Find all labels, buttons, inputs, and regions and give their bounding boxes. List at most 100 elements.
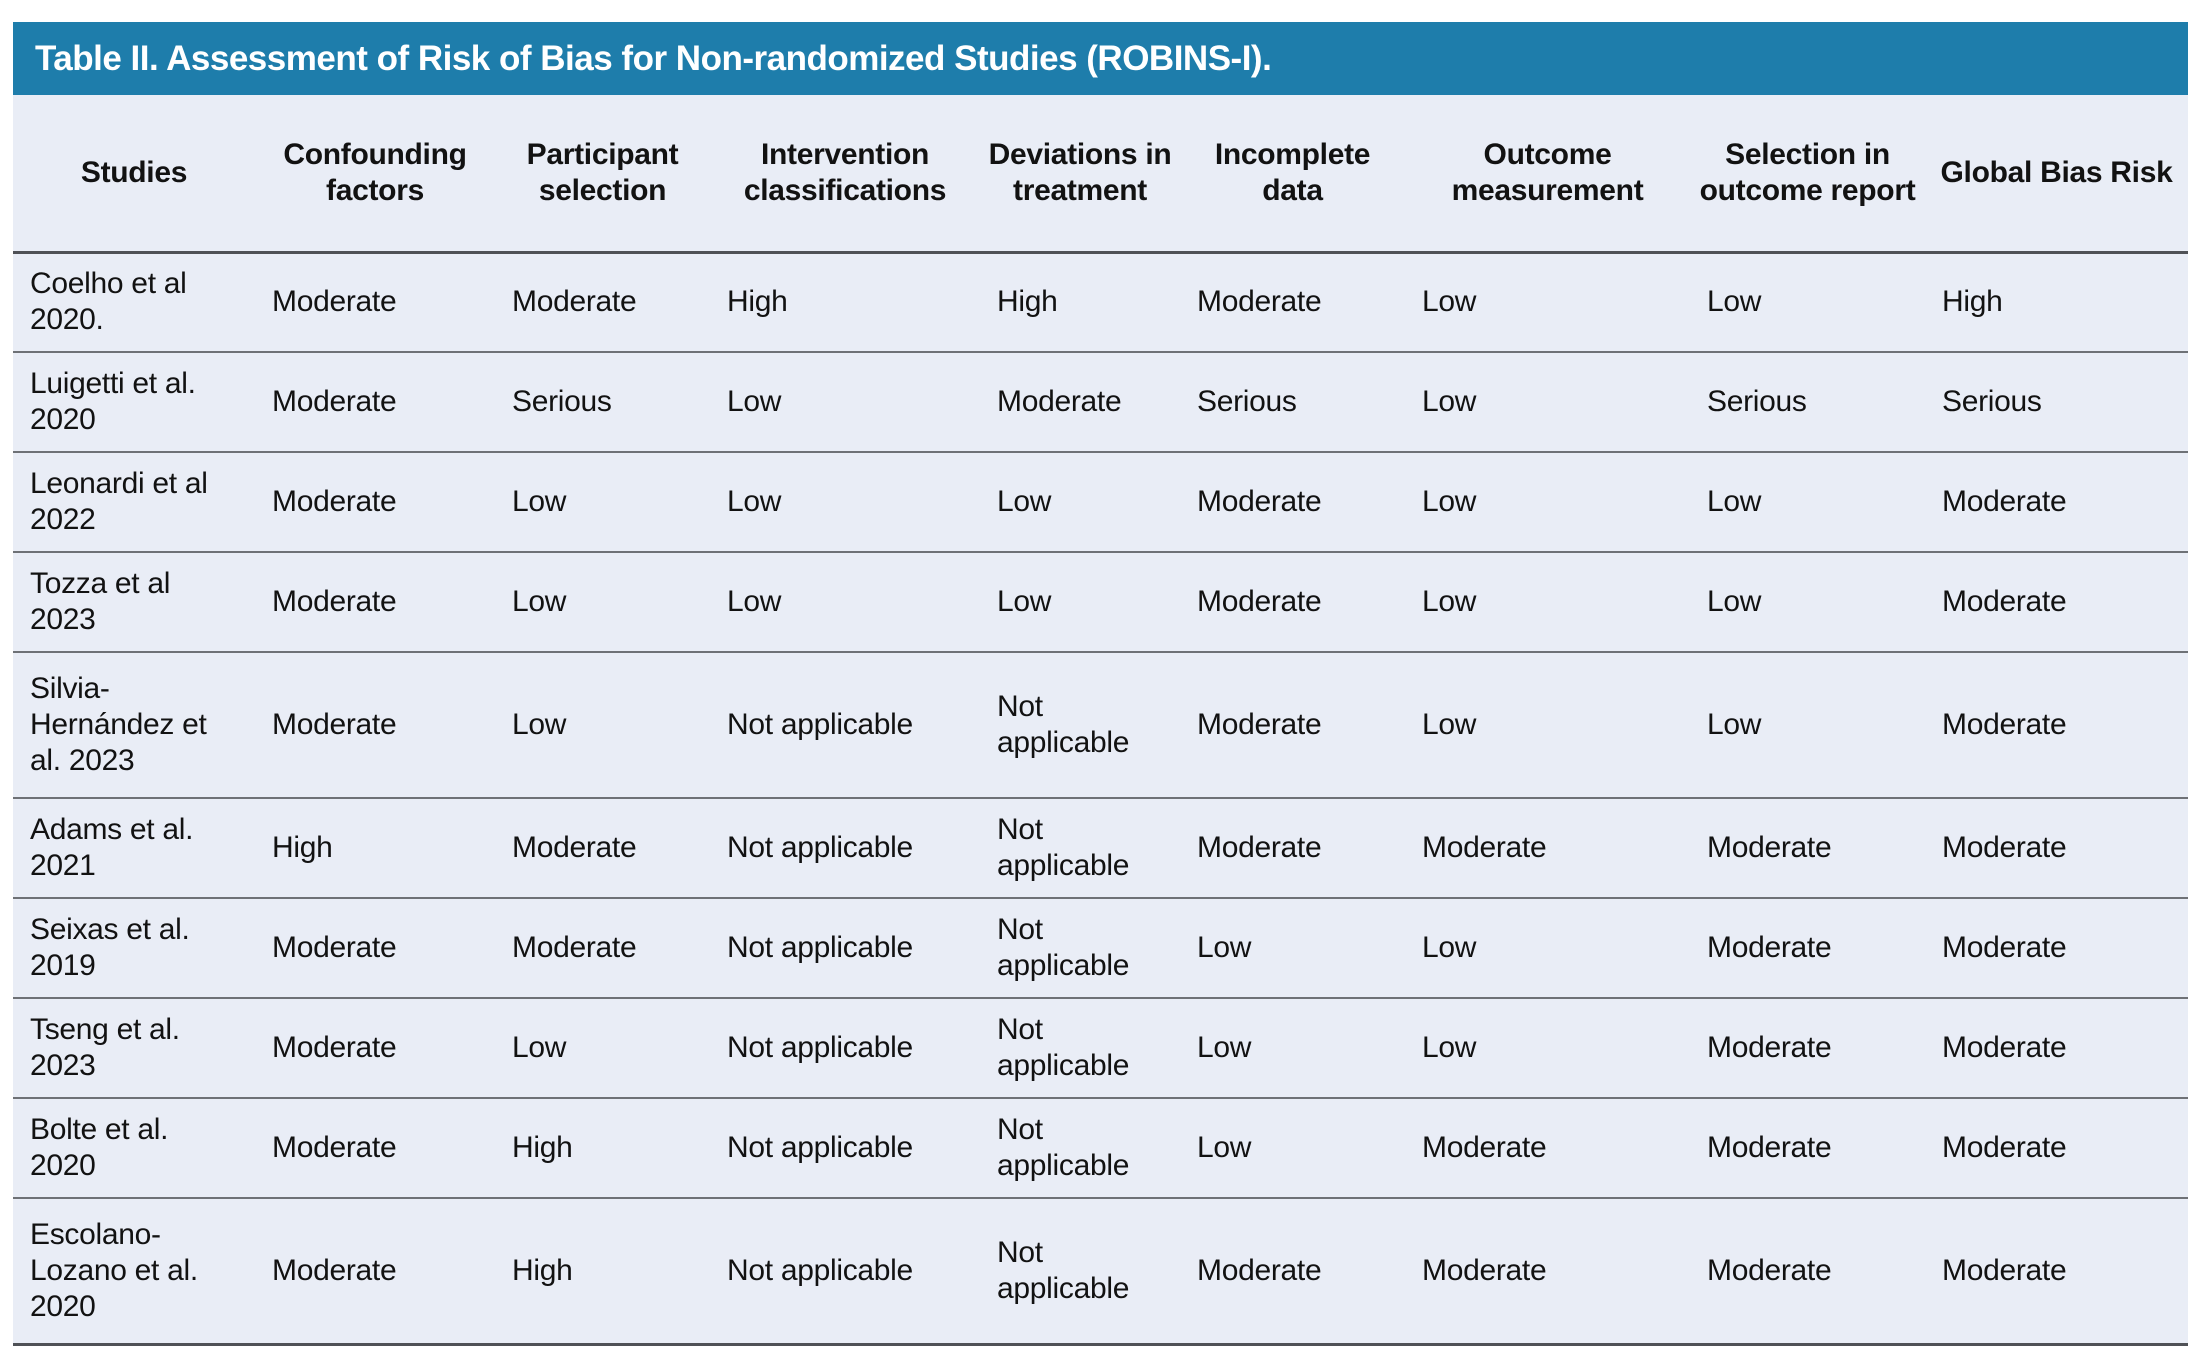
value-cell: Low	[997, 585, 1052, 618]
value-cell: Serious	[1707, 385, 1807, 418]
value-cell: Moderate	[1942, 485, 2067, 518]
table-row: Bolte et al. 2020 Moderate High Not applica…	[13, 1098, 2188, 1198]
value-cell: Not applicable	[727, 708, 913, 741]
value-cell: Not applicable	[997, 1013, 1130, 1082]
value-cell: Moderate	[512, 831, 637, 864]
value-cell: High	[272, 831, 333, 864]
column-header: Outcome measurement	[1451, 137, 1644, 207]
value-cell: Moderate	[1942, 708, 2067, 741]
column-header: Participant selection	[526, 137, 679, 207]
value-cell: Low	[1197, 1031, 1252, 1064]
value-cell: Low	[1197, 1131, 1252, 1164]
value-cell: Not applicable	[727, 931, 913, 964]
value-cell: Low	[1422, 708, 1477, 741]
study-cell: Seixas et al. 2019	[30, 913, 190, 982]
table-title-bar: Table II. Assessment of Risk of Bias for…	[13, 22, 2188, 95]
value-cell: Moderate	[1942, 585, 2067, 618]
table-row: Tozza et al 2023 Moderate Low Low Low Moderat…	[13, 552, 2188, 652]
value-cell: Moderate	[1707, 1131, 1832, 1164]
value-cell: Not applicable	[727, 1131, 913, 1164]
column-header: Selection in outcome report	[1699, 137, 1916, 207]
value-cell: Moderate	[272, 585, 397, 618]
value-cell: High	[997, 285, 1058, 319]
value-cell: Low	[997, 485, 1052, 518]
value-cell: High	[512, 1253, 573, 1287]
table-row: Silvia-Hernández et al. 2023 Moderate Low N…	[13, 652, 2188, 798]
value-cell: Moderate	[272, 385, 397, 418]
value-cell: Low	[1422, 931, 1477, 964]
header-row: Studies Confounding factors Participant se…	[13, 95, 2188, 252]
column-header: Confounding factors	[283, 137, 467, 207]
value-cell: Moderate	[1707, 1253, 1832, 1287]
column-header: Studies	[80, 155, 188, 189]
robins-risk-of-bias-table: Studies Confounding factors Participant se…	[13, 95, 2188, 1346]
table-row: Tseng et al. 2023 Moderate Low Not applicab…	[13, 998, 2188, 1098]
table-row: Escolano-Lozano et al. 2020 Moderate High N…	[13, 1198, 2188, 1344]
value-cell: Serious	[1197, 385, 1297, 418]
value-cell: Low	[512, 485, 567, 518]
study-cell: Coelho et al 2020.	[30, 267, 187, 337]
value-cell: Moderate	[1197, 831, 1322, 864]
column-header: Incomplete data	[1214, 137, 1371, 207]
study-cell: Leonardi et al 2022	[30, 467, 208, 536]
value-cell: Moderate	[1422, 831, 1547, 864]
table-row: Coelho et al 2020. Moderate Moderate High Hi…	[13, 252, 2188, 352]
value-cell: Low	[727, 485, 782, 518]
value-cell: High	[512, 1131, 573, 1164]
value-cell: Low	[1707, 485, 1762, 518]
value-cell: Not applicable	[727, 1253, 913, 1287]
table-row: Adams et al. 2021 High Moderate Not applica…	[13, 798, 2188, 898]
value-cell: Moderate	[272, 485, 397, 518]
value-cell: Moderate	[1707, 1031, 1832, 1064]
value-cell: Low	[512, 585, 567, 618]
value-cell: Low	[512, 708, 567, 741]
study-cell: Silvia-Hernández et al. 2023	[30, 672, 207, 777]
study-cell: Escolano-Lozano et al. 2020	[30, 1217, 198, 1323]
value-cell: Serious	[512, 385, 612, 418]
value-cell: Moderate	[1197, 585, 1322, 618]
value-cell: Not applicable	[997, 1235, 1130, 1305]
value-cell: Moderate	[1942, 1131, 2067, 1164]
study-cell: Bolte et al. 2020	[30, 1113, 169, 1182]
value-cell: Moderate	[1942, 1031, 2067, 1064]
value-cell: Moderate	[1707, 831, 1832, 864]
value-cell: Not applicable	[997, 1113, 1130, 1182]
value-cell: Moderate	[272, 1253, 397, 1287]
study-cell: Tozza et al 2023	[30, 567, 171, 636]
value-cell: Moderate	[997, 385, 1122, 418]
value-cell: Low	[1422, 1031, 1477, 1064]
value-cell: Low	[1422, 285, 1477, 319]
value-cell: Moderate	[512, 285, 637, 319]
value-cell: Moderate	[1197, 1253, 1322, 1287]
value-cell: Low	[1422, 585, 1477, 618]
value-cell: Not applicable	[727, 1031, 913, 1064]
value-cell: Moderate	[1942, 831, 2067, 864]
value-cell: Low	[1707, 285, 1762, 319]
value-cell: Low	[512, 1031, 567, 1064]
table-row: Luigetti et al. 2020 Moderate Serious Low Mo…	[13, 352, 2188, 452]
value-cell: Low	[1422, 385, 1477, 418]
value-cell: Moderate	[1197, 708, 1322, 741]
value-cell: High	[1942, 285, 2003, 319]
value-cell: Not applicable	[997, 813, 1130, 882]
value-cell: Moderate	[1942, 931, 2067, 964]
value-cell: Low	[727, 585, 782, 618]
value-cell: Moderate	[272, 931, 397, 964]
column-header: Deviations in treatment	[988, 137, 1172, 207]
value-cell: Moderate	[1707, 931, 1832, 964]
value-cell: Moderate	[272, 1131, 397, 1164]
value-cell: High	[727, 285, 788, 319]
table-row: Seixas et al. 2019 Moderate Moderate Not ap…	[13, 898, 2188, 998]
value-cell: Moderate	[1942, 1253, 2067, 1287]
value-cell: Not applicable	[997, 913, 1130, 982]
value-cell: Moderate	[1422, 1253, 1547, 1287]
study-cell: Tseng et al. 2023	[30, 1013, 180, 1082]
table-row: Leonardi et al 2022 Moderate Low Low Low Mode…	[13, 452, 2188, 552]
value-cell: Low	[1422, 485, 1477, 518]
value-cell: Low	[1707, 708, 1762, 741]
value-cell: Serious	[1942, 385, 2042, 418]
value-cell: Moderate	[1197, 485, 1322, 518]
study-cell: Adams et al. 2021	[30, 813, 194, 882]
column-header: Intervention classifications	[743, 137, 947, 207]
value-cell: Moderate	[512, 931, 637, 964]
